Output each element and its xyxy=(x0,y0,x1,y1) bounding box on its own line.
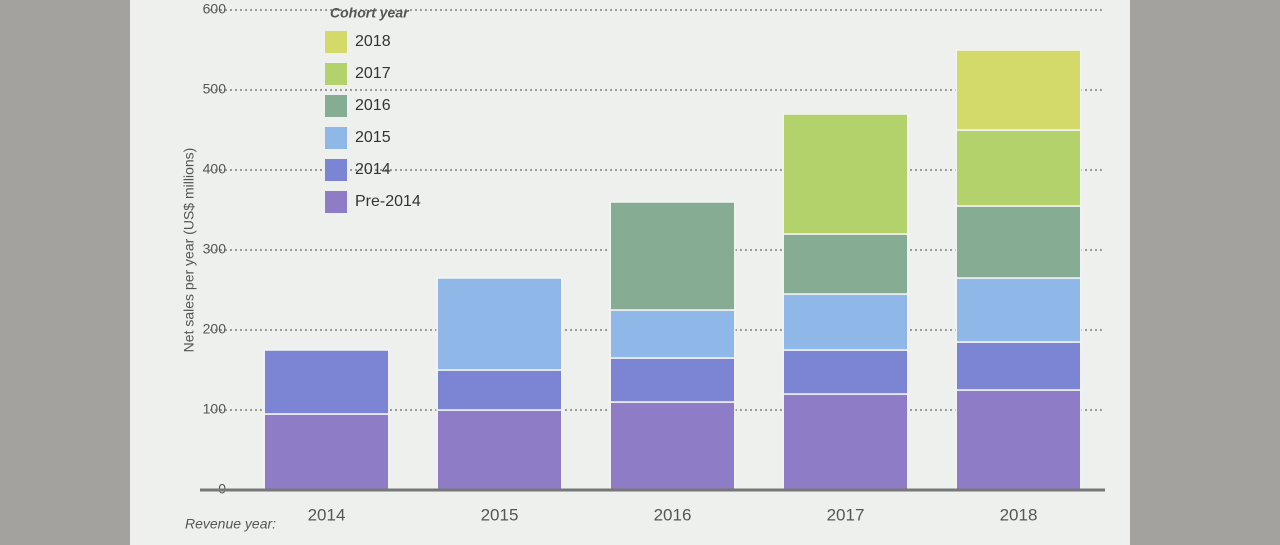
x-tick-label: 2018 xyxy=(1000,505,1038,524)
bar-segment xyxy=(609,201,736,311)
bar-segment xyxy=(782,113,909,235)
legend-swatch xyxy=(325,127,347,149)
x-tick-label: 2015 xyxy=(481,505,519,524)
bar-segment xyxy=(955,129,1082,207)
bar-segment xyxy=(955,49,1082,131)
legend-swatch xyxy=(325,191,347,213)
y-tick-label: 500 xyxy=(203,81,227,97)
bar-segment xyxy=(782,393,909,491)
x-axis-label: Revenue year: xyxy=(185,516,276,532)
legend-title: Cohort year xyxy=(330,5,410,21)
y-tick-label: 600 xyxy=(203,1,227,17)
bar-segment xyxy=(436,277,563,371)
bar-segment xyxy=(955,277,1082,343)
legend-label: 2015 xyxy=(355,129,391,146)
bar-segment xyxy=(609,309,736,359)
legend-swatch xyxy=(325,95,347,117)
x-tick-label: 2014 xyxy=(308,505,346,524)
legend-label: 2018 xyxy=(355,33,391,50)
bar-segment xyxy=(436,369,563,411)
legend-label: 2017 xyxy=(355,65,391,82)
bar-segment xyxy=(782,293,909,351)
y-tick-label: 300 xyxy=(203,241,227,257)
y-axis-label: Net sales per year (US$ millions) xyxy=(181,148,197,353)
bar-segment xyxy=(782,349,909,395)
legend-swatch xyxy=(325,159,347,181)
bar-segment xyxy=(263,413,390,491)
x-tick-label: 2017 xyxy=(827,505,865,524)
bar-segment xyxy=(955,205,1082,279)
bar-segment xyxy=(436,409,563,491)
legend-swatch xyxy=(325,31,347,53)
y-tick-label: 200 xyxy=(203,321,227,337)
legend-label: 2016 xyxy=(355,97,391,114)
bar-segment xyxy=(955,341,1082,391)
bar-segment xyxy=(782,233,909,295)
bar-segment xyxy=(955,389,1082,491)
legend-label: Pre-2014 xyxy=(355,193,421,210)
y-tick-label: 400 xyxy=(203,161,227,177)
bar-segment xyxy=(609,401,736,491)
bar-segment xyxy=(609,357,736,403)
legend-swatch xyxy=(325,63,347,85)
legend-label: 2014 xyxy=(355,161,391,178)
bar-segment xyxy=(263,349,390,415)
x-tick-label: 2016 xyxy=(654,505,692,524)
y-tick-label: 100 xyxy=(203,401,227,417)
